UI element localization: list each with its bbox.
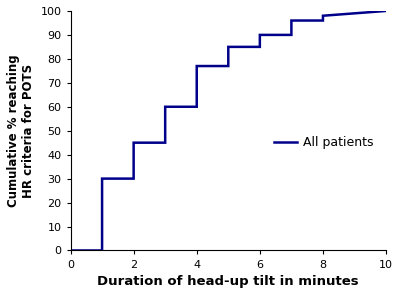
All patients: [100, 249, 104, 252]
All patients: [131, 141, 136, 145]
All patients: [163, 141, 168, 145]
All patients: [384, 9, 388, 13]
All patients: [194, 105, 199, 109]
All patients: [194, 64, 199, 68]
Line: All patients: All patients: [70, 11, 386, 250]
All patients: [163, 105, 168, 109]
All patients: [258, 33, 262, 37]
All patients: [100, 177, 104, 180]
All patients: [320, 14, 325, 17]
All patients: [289, 19, 294, 22]
All patients: [68, 249, 73, 252]
All patients: [226, 45, 231, 49]
All patients: [320, 19, 325, 22]
Legend: All patients: All patients: [274, 136, 374, 149]
All patients: [131, 177, 136, 180]
X-axis label: Duration of head-up tilt in minutes: Duration of head-up tilt in minutes: [98, 275, 359, 288]
All patients: [289, 33, 294, 37]
All patients: [226, 64, 231, 68]
Y-axis label: Cumulative % reaching
HR criteria for POTS: Cumulative % reaching HR criteria for PO…: [7, 54, 35, 207]
All patients: [258, 45, 262, 49]
